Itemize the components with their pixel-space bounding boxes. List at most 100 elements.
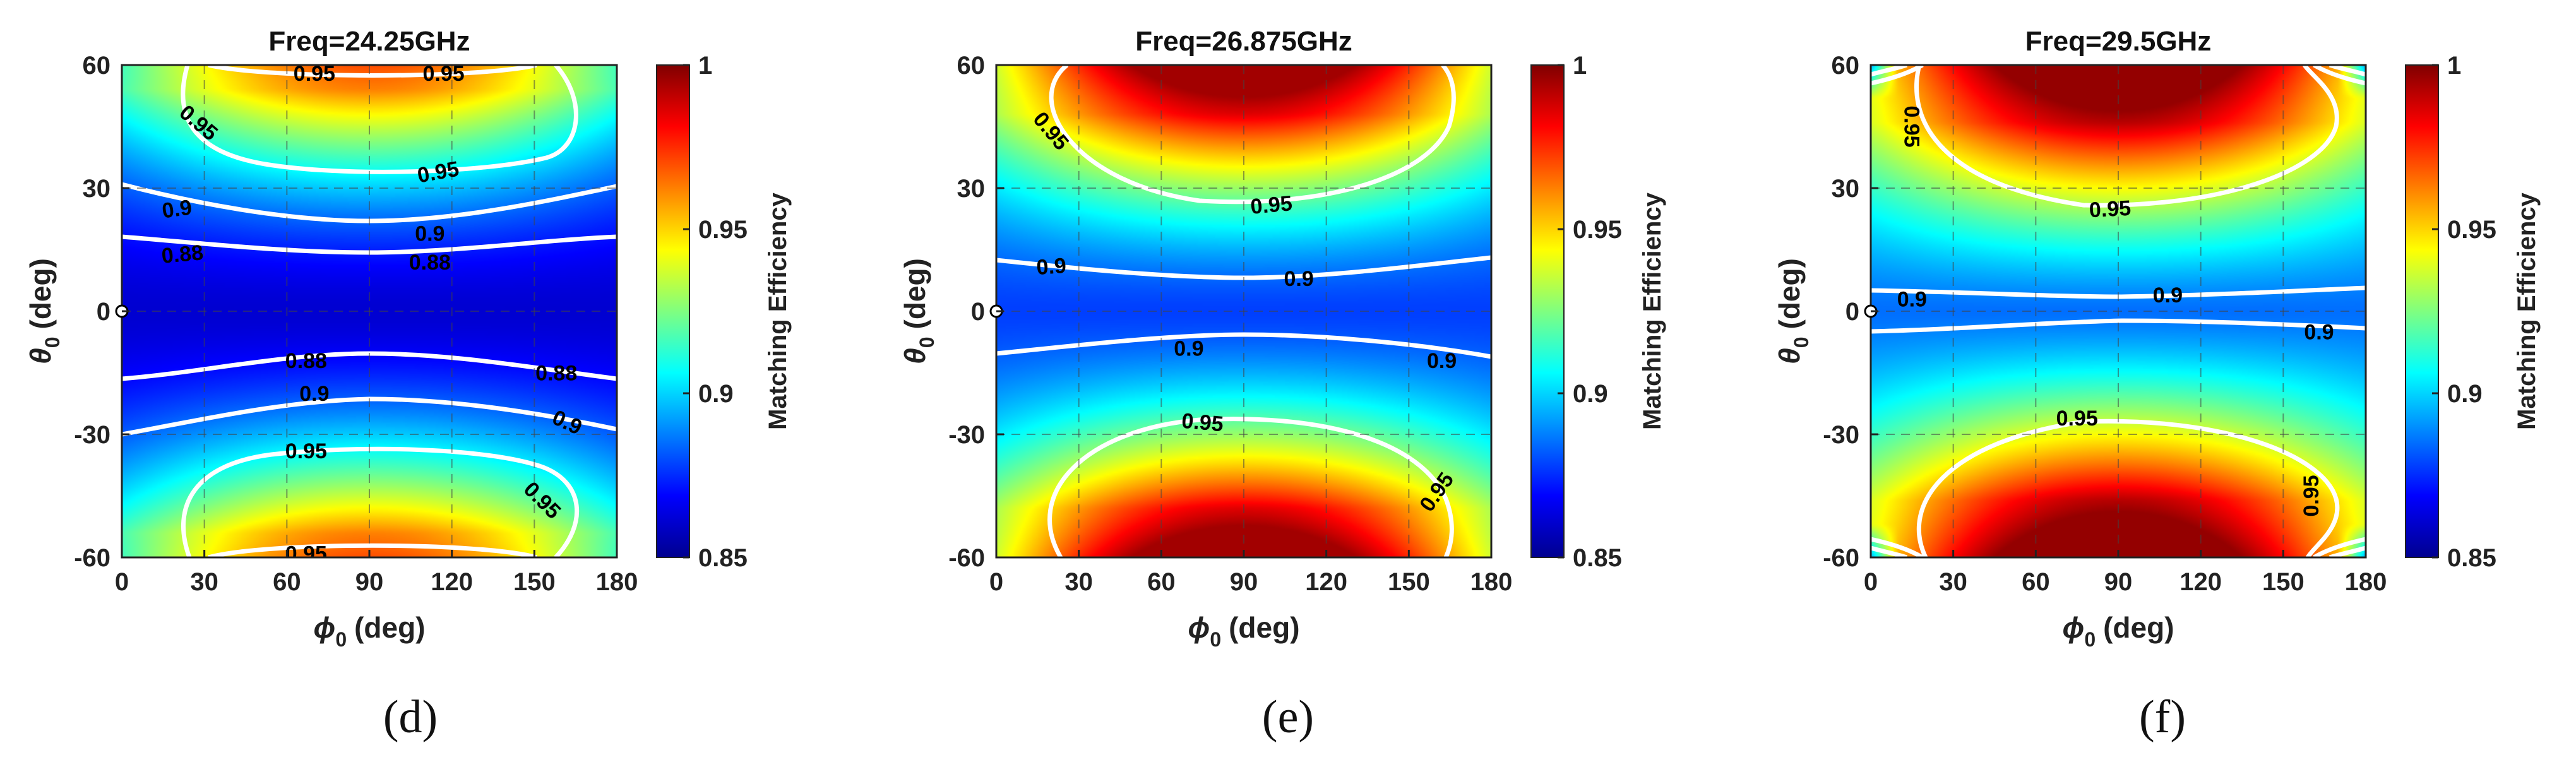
panel-f-xlabel-sub: 0 [2084,628,2096,651]
y-tick-label: -60 [948,544,985,572]
panel-d-colorbar-label: Matching Efficiency [764,192,792,429]
panel-f-heatmap: 0.95 0.95 0.9 0.9 0.9 0.95 0.95 [1871,65,2366,557]
contour-f-090-bottom [1871,318,2366,334]
x-tick-label: 180 [1470,568,1513,596]
panel-d-xticks: 0 30 60 90 120 150 180 [115,550,638,596]
x-tick-label: 60 [273,568,301,596]
colorbar-tick-label: 0.95 [1573,216,1622,244]
panel-f-ylabel-unit: (deg) [1773,258,1806,329]
panel-f-xlabel-unit: (deg) [2103,611,2174,644]
contour-label: 0.9 [1284,267,1313,291]
panel-d-colorbar-ticks: 0.85 0.9 0.95 1 [683,52,748,572]
contour-label: 0.9 [1897,288,1927,312]
y-tick-label: 60 [83,52,111,80]
contour-label: 0.88 [285,349,327,373]
panel-e-xticks: 0 30 60 90 120 150 180 [989,550,1513,596]
x-tick-label: 0 [1864,568,1878,596]
contour-label: 0.9 [2304,321,2334,345]
panel-e-letter: (e) [1262,691,1314,743]
colorbar-tick-label: 0.95 [2447,216,2496,244]
panel-d-ylabel-unit: (deg) [24,258,57,329]
panel-d-xlabel-symbol: ϕ [313,611,335,644]
panel-e-ylabel-symbol: θ [898,348,931,364]
x-tick-label: 90 [355,568,384,596]
colorbar-tick-label: 0.85 [2447,544,2496,572]
y-tick-label: -30 [948,421,985,449]
y-tick-label: 60 [1832,52,1860,80]
panel-e: Freq=26.875GHz 0.950.950.9 0.90.90.90.950… [898,26,1666,743]
panel-e-heatmap: 0.950.950.9 0.90.90.90.950.95 [996,65,1491,557]
contour-label: 0.95 [1249,191,1293,219]
panel-e-xlabel-sub: 0 [1210,628,1221,651]
contour-f-corner-bl2 [1871,537,1924,557]
x-tick-label: 60 [1147,568,1176,596]
panel-d-heatmap: 0.95 0.95 0.95 0.95 0.9 0.9 0.88 0.88 0.88 0.88 0.… [122,65,617,557]
contour-label: 0.9 [415,222,444,246]
contour-d-095-top-edge [208,65,537,78]
panel-f-letter: (f) [2139,691,2186,743]
y-tick-label: 30 [1832,175,1860,203]
contour-label: 0.9 [299,382,329,406]
panel-d-ylabel: θ0 (deg) [24,258,64,364]
contour-d-095-bottom [181,446,580,557]
x-tick-label: 180 [596,568,638,596]
x-tick-label: 120 [2179,568,2222,596]
panel-f-yticks: -60 -30 0 30 60 [1823,52,1878,572]
colorbar-tick-label: 0.85 [698,544,748,572]
colorbar-tick-label: 0.9 [1573,380,1608,408]
panel-d-colorbar [656,64,690,558]
x-tick-label: 60 [2022,568,2050,596]
colorbar-tick-label: 0.95 [698,216,748,244]
y-tick-label: -60 [1823,544,1859,572]
y-tick-label: 60 [957,52,986,80]
panel-f: Freq=29.5GHz 0.95 0.95 0.9 0.9 0.9 0.95 0.95 [1773,26,2541,743]
panel-d-xlabel: ϕ0 (deg) [313,611,425,651]
panel-d-yticks: -60 -30 0 30 60 [74,52,129,572]
x-tick-label: 150 [2262,568,2305,596]
panel-e-colorbar [1530,64,1565,558]
contour-label: 0.9 [160,195,193,223]
panel-e-xlabel-symbol: ϕ [1188,611,1210,644]
y-tick-label: -30 [1823,421,1859,449]
colorbar-tick-label: 0.9 [2447,380,2483,408]
contour-f-corner-br2 [2313,537,2366,557]
contour-label: 0.88 [409,251,451,275]
y-tick-label: 0 [97,298,110,326]
x-tick-label: 0 [115,568,129,596]
panel-e-yticks: -60 -30 0 30 60 [948,52,1004,572]
colorbar-tick-label: 1 [698,52,712,80]
contour-f-corner-tr2 [2313,65,2366,86]
x-tick-label: 30 [1064,568,1093,596]
panel-d-xlabel-unit: (deg) [354,611,425,644]
contour-d-095-bottom-edge [208,543,537,557]
x-tick-label: 150 [513,568,556,596]
contour-label: 0.88 [160,241,204,268]
contour-label: 0.9 [2153,283,2183,307]
y-tick-label: -30 [74,421,110,449]
x-tick-label: 90 [1230,568,1258,596]
panel-f-xticks: 0 30 60 90 120 150 180 [1864,550,2387,596]
panel-f-xlabel-symbol: ϕ [2062,611,2084,644]
x-tick-label: 180 [2345,568,2387,596]
x-tick-label: 0 [989,568,1003,596]
panel-e-contour-labels: 0.950.950.9 0.90.90.90.950.95 [1029,107,1459,516]
panel-f-ylabel-sub: 0 [1790,336,1813,348]
panel-e-colorbar-ticks: 0.85 0.9 0.95 1 [1558,52,1622,572]
contour-label: 0.95 [2299,475,2323,516]
colorbar-tick-label: 1 [2447,52,2461,80]
y-tick-label: 30 [83,175,111,203]
x-tick-label: 90 [2104,568,2133,596]
panel-d-letter: (d) [383,691,438,743]
panel-f-colorbar-ticks: 0.85 0.9 0.95 1 [2432,52,2496,572]
panel-e-ylabel: θ0 (deg) [898,258,938,364]
contour-e-095-top [1049,65,1456,205]
panel-d-xlabel-sub: 0 [335,628,347,651]
contour-f-095-top [1914,65,2339,208]
panel-d-title: Freq=24.25GHz [268,26,470,57]
contour-label: 0.95 [2056,407,2098,431]
colorbar-tick-label: 0.9 [698,380,734,408]
panel-d: Freq=24.25GHz 0.95 0.95 0.95 0.95 0.9 0.9 0.88… [24,26,792,743]
x-tick-label: 30 [190,568,218,596]
panel-f-xlabel: ϕ0 (deg) [2062,611,2174,651]
